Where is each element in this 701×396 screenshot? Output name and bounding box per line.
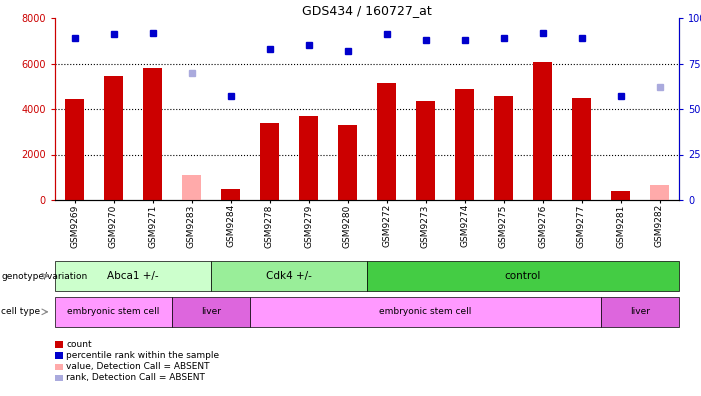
Text: percentile rank within the sample: percentile rank within the sample bbox=[66, 351, 219, 360]
Text: genotype/variation: genotype/variation bbox=[1, 272, 88, 281]
Bar bbox=[494, 97, 513, 200]
Text: value, Detection Call = ABSENT: value, Detection Call = ABSENT bbox=[66, 362, 210, 371]
Text: embryonic stem cell: embryonic stem cell bbox=[67, 307, 160, 316]
Bar bbox=[611, 191, 630, 200]
Bar bbox=[299, 116, 318, 200]
Bar bbox=[104, 76, 123, 200]
Bar bbox=[416, 101, 435, 200]
Bar bbox=[143, 68, 162, 200]
Text: control: control bbox=[505, 271, 541, 281]
Bar bbox=[338, 125, 358, 200]
Bar bbox=[182, 175, 201, 200]
Bar bbox=[64, 99, 84, 200]
Text: liver: liver bbox=[201, 307, 221, 316]
Bar bbox=[533, 62, 552, 200]
Text: count: count bbox=[66, 340, 92, 349]
Bar bbox=[572, 98, 591, 200]
Text: cell type: cell type bbox=[1, 307, 41, 316]
Bar bbox=[260, 123, 279, 200]
Text: embryonic stem cell: embryonic stem cell bbox=[379, 307, 472, 316]
Bar bbox=[221, 188, 240, 200]
Text: Abca1 +/-: Abca1 +/- bbox=[107, 271, 159, 281]
Bar bbox=[376, 83, 396, 200]
Title: GDS434 / 160727_at: GDS434 / 160727_at bbox=[302, 4, 432, 17]
Bar bbox=[650, 185, 669, 200]
Text: Cdk4 +/-: Cdk4 +/- bbox=[266, 271, 312, 281]
Text: rank, Detection Call = ABSENT: rank, Detection Call = ABSENT bbox=[66, 373, 205, 382]
Bar bbox=[455, 89, 475, 200]
Text: liver: liver bbox=[630, 307, 650, 316]
